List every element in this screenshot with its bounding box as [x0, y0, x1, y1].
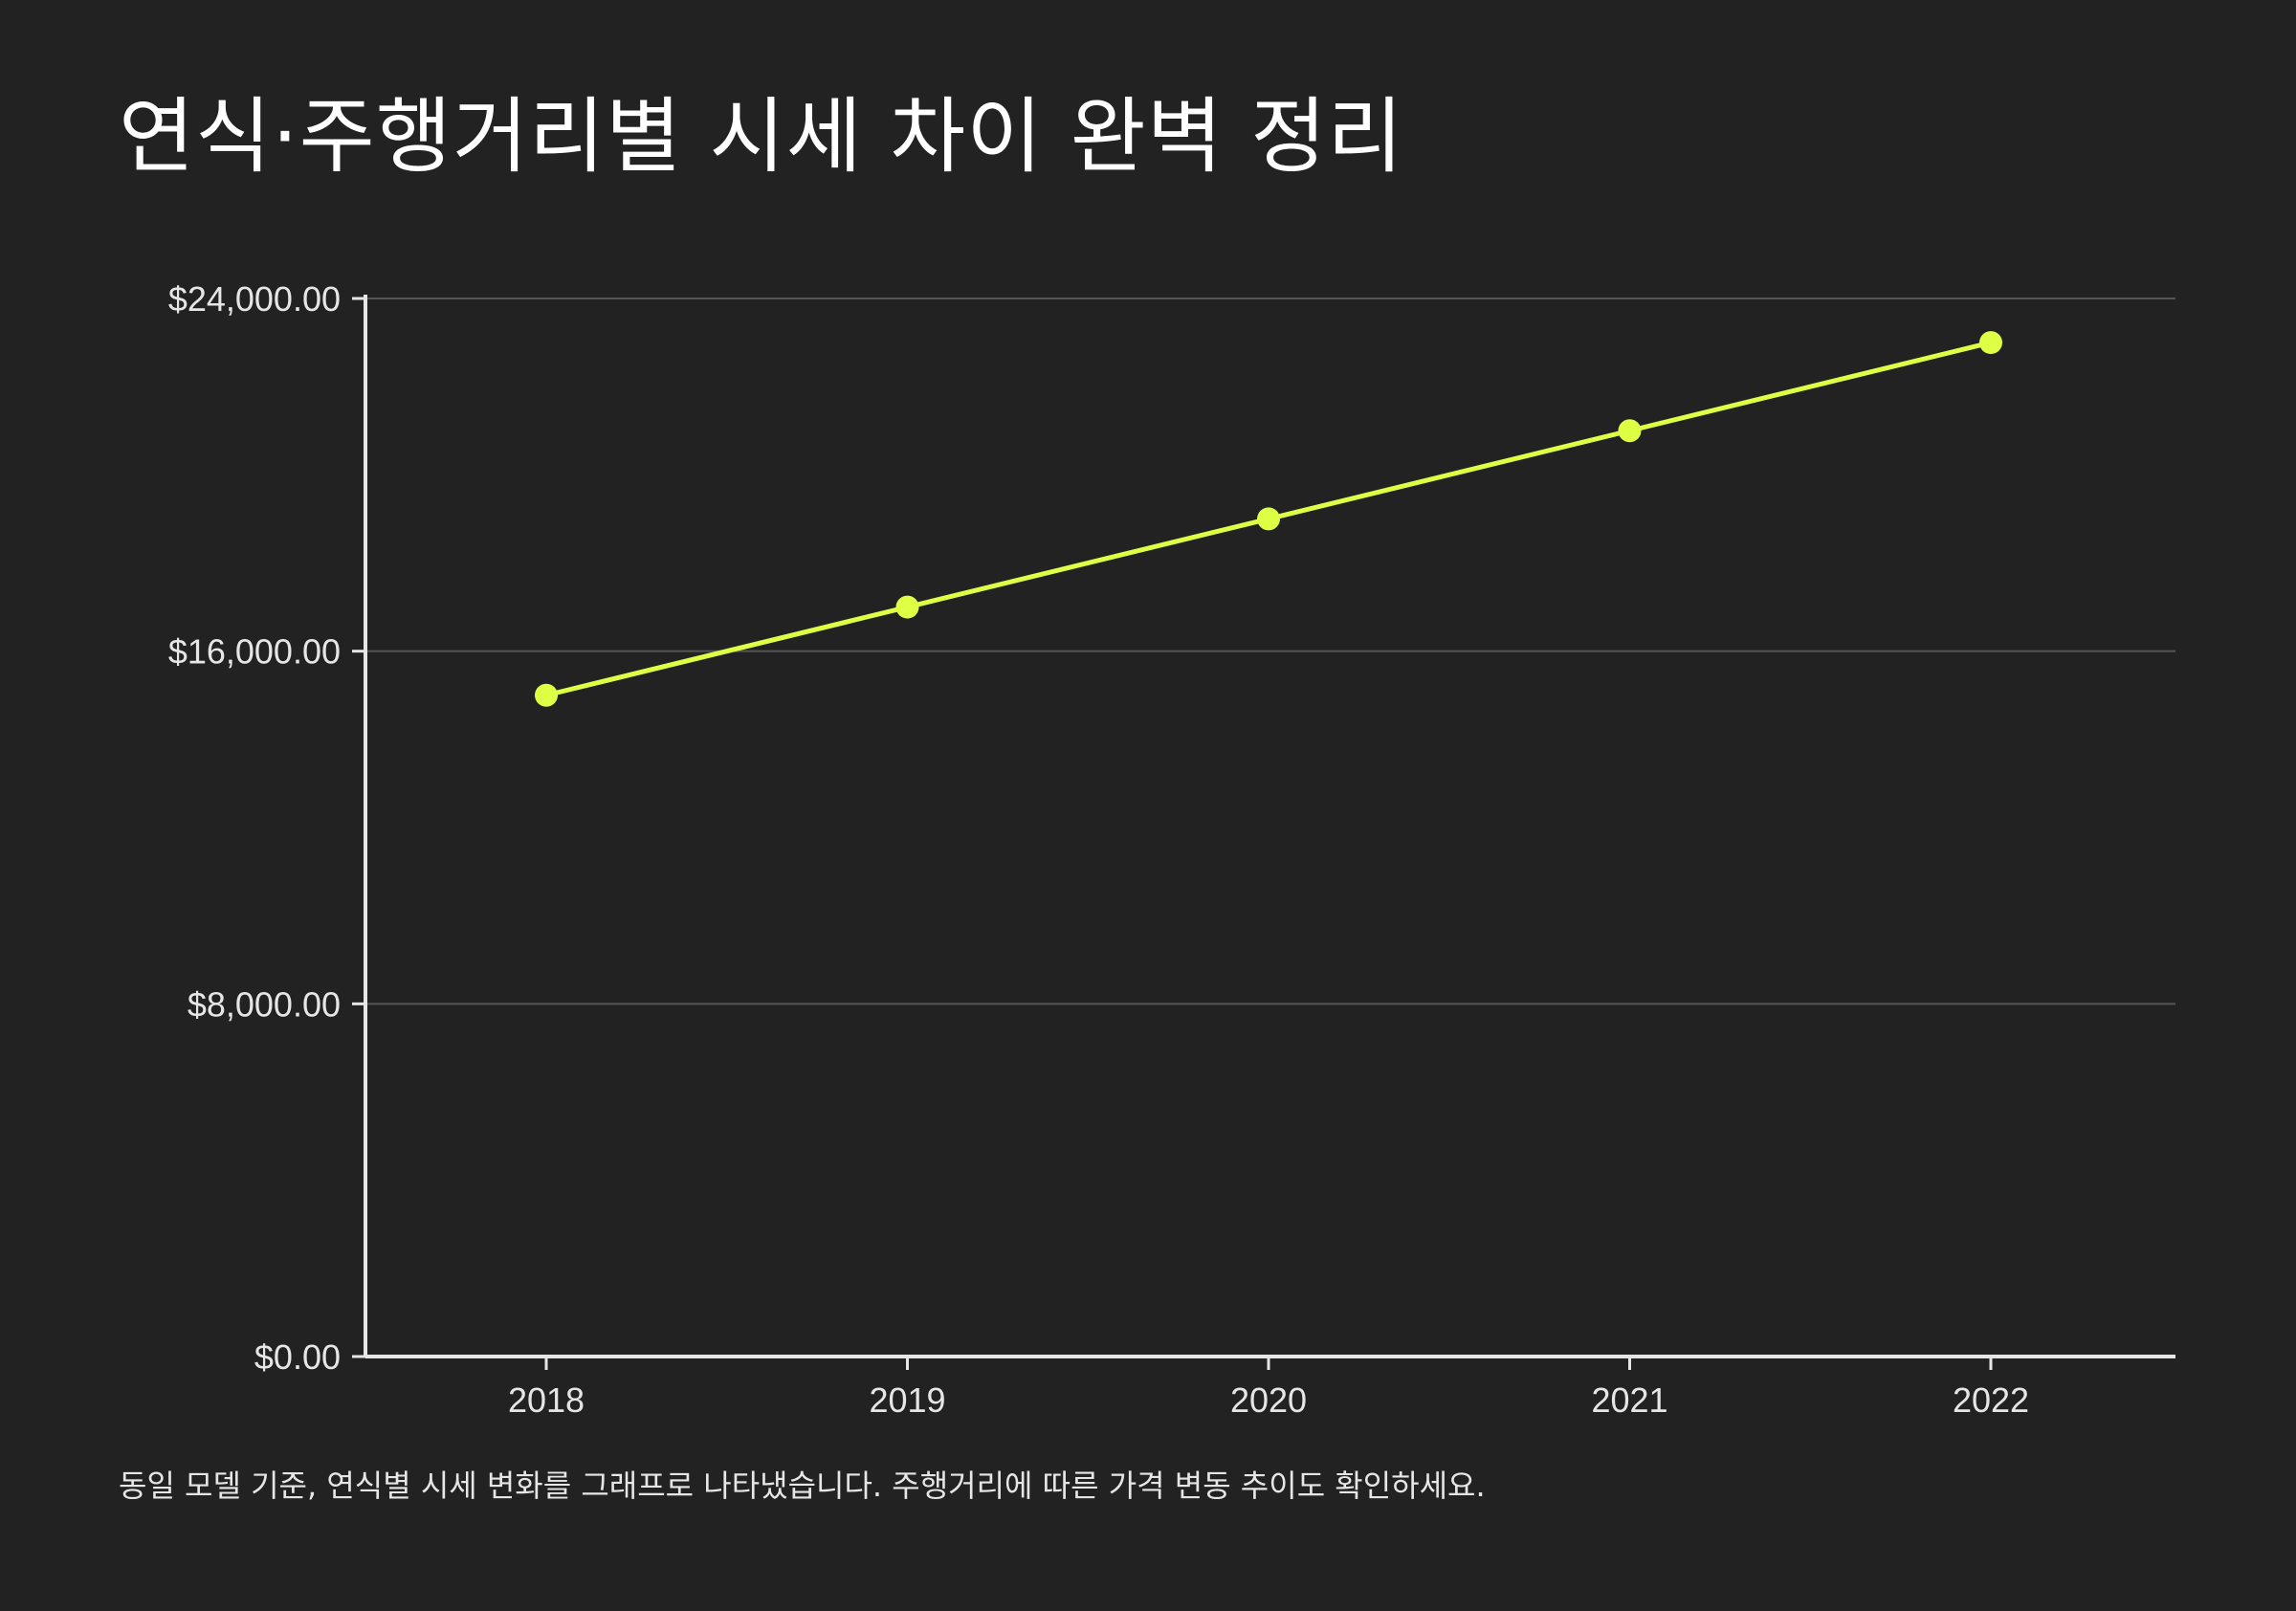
x-tick-label: 2018 — [508, 1380, 585, 1420]
x-axis: 2018 2019 2020 2021 2022 — [365, 1355, 2175, 1420]
data-point — [1979, 331, 2002, 355]
x-tick-label: 2022 — [1953, 1380, 2029, 1420]
data-point — [535, 683, 558, 707]
x-tick-label: 2019 — [869, 1380, 945, 1420]
y-tick-label: $0.00 — [254, 1337, 341, 1377]
grid-lines — [365, 298, 2175, 1005]
data-point — [1618, 419, 1642, 443]
chart-footnote: 동일 모델 기준, 연식별 시세 변화를 그래프로 나타냈습니다. 주행거리에 … — [119, 1468, 1486, 1504]
y-axis: $0.00 $8,000.00 $16,000.00 $24,000.00 — [168, 279, 367, 1377]
y-tick-label: $24,000.00 — [168, 279, 341, 319]
page-title: 연식·주행거리별 시세 차이 완벽 정리 — [119, 89, 1404, 185]
y-tick-label: $16,000.00 — [168, 632, 341, 672]
x-tick-label: 2020 — [1230, 1380, 1307, 1420]
data-point — [1257, 507, 1280, 531]
y-tick-label: $8,000.00 — [188, 984, 341, 1024]
series-markers — [535, 331, 2002, 707]
x-tick-label: 2021 — [1591, 1380, 1667, 1420]
data-point — [895, 595, 919, 619]
